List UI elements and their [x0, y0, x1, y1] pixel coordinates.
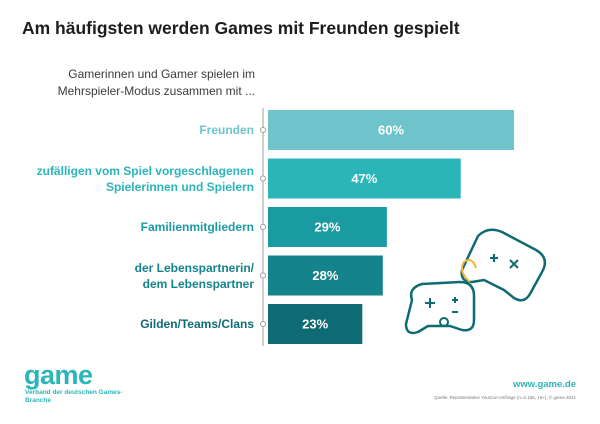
value-label: 47% [351, 171, 377, 186]
category-marker [260, 272, 266, 279]
bar [268, 158, 461, 199]
category-label: Freunden [199, 123, 254, 137]
bar [268, 255, 383, 296]
website: www.game.de [513, 379, 576, 390]
category-label: der Lebenspartnerin/ dem Lebenspartner [134, 260, 254, 291]
value-label: 28% [312, 268, 338, 283]
category-marker [260, 175, 266, 182]
value-label: 23% [302, 316, 328, 331]
value-label: 29% [314, 219, 340, 234]
chart-title: Am häufigsten werden Games mit Freunden … [22, 18, 460, 38]
controller-illustration [404, 228, 547, 335]
category-label: Gilden/Teams/Clans [140, 317, 254, 331]
chart-subtitle: Gamerinnen und Gamer spielen im Mehrspie… [57, 67, 255, 98]
category-marker [260, 321, 266, 327]
category-label: zufälligen vom Spiel vorgeschlagenen Spi… [36, 163, 254, 194]
bar [268, 304, 363, 344]
source-note: Quelle: Repräsentative YouGov-Umfrage (n… [434, 395, 576, 400]
logo: game [24, 360, 93, 390]
bar [268, 207, 387, 247]
category-marker [260, 127, 266, 133]
category-label: Familienmitgliedern [140, 220, 254, 234]
value-label: 60% [378, 122, 404, 137]
category-marker [260, 224, 266, 230]
logo-subtitle: Verband der deutschen Games-Branche [25, 389, 123, 404]
bar [268, 110, 514, 150]
